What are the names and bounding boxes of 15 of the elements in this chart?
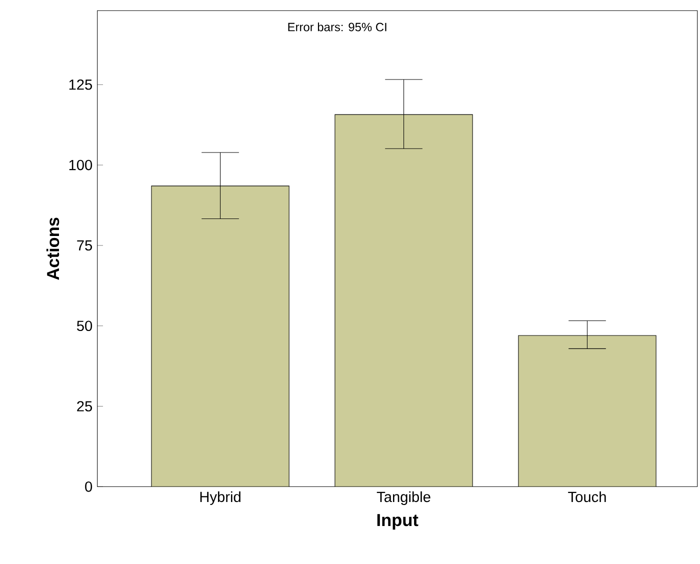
y-tick-label: 50 [76, 320, 92, 332]
y-tick-label: 100 [69, 160, 92, 170]
y-tick-label: 25 [77, 401, 92, 412]
annotation: Error bars: 95% CI [288, 22, 386, 32]
y-tick-label: 75 [77, 240, 92, 251]
x-tick-label: Hybrid [200, 491, 240, 505]
x-axis-title: Input [377, 514, 418, 530]
bar [518, 335, 656, 487]
x-tick-label: Tangible [376, 491, 430, 505]
bar [151, 186, 290, 487]
bar [334, 114, 473, 487]
y-tick-label: 125 [69, 79, 92, 90]
x-tick-label: Touch [568, 491, 606, 502]
y-axis-title: Actions [46, 218, 60, 280]
y-tick-label: 0 [85, 482, 92, 492]
